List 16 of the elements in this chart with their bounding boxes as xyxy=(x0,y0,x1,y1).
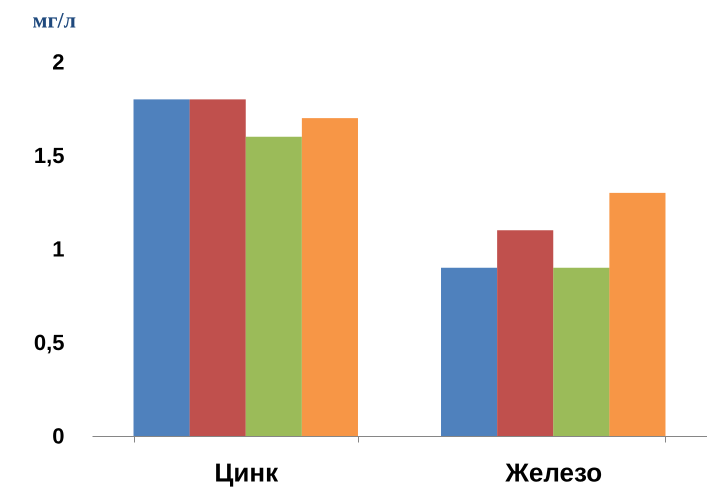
bar xyxy=(441,268,498,436)
bar xyxy=(190,99,246,436)
x-tick-label: Железо xyxy=(504,458,602,488)
bar xyxy=(609,192,666,436)
y-axis-title: мг/л xyxy=(32,8,76,32)
bar xyxy=(134,99,190,436)
y-tick-label: 1 xyxy=(52,236,64,262)
bar xyxy=(246,136,302,436)
y-tick-label: 2 xyxy=(52,50,64,74)
bar xyxy=(302,118,358,436)
bar xyxy=(553,268,610,436)
x-tick-label: Цинк xyxy=(214,458,280,488)
y-tick-label: 1,5 xyxy=(34,143,64,168)
bar xyxy=(497,230,554,436)
y-tick-label: 0 xyxy=(52,424,64,448)
y-tick-label: 0,5 xyxy=(34,330,64,355)
